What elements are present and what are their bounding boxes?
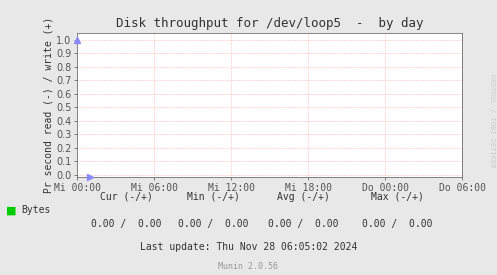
- Text: 0.00 /  0.00: 0.00 / 0.00: [362, 219, 433, 229]
- Title: Disk throughput for /dev/loop5  -  by day: Disk throughput for /dev/loop5 - by day: [116, 17, 423, 31]
- Text: Avg (-/+): Avg (-/+): [277, 192, 330, 202]
- Text: ■: ■: [6, 205, 16, 215]
- Text: 0.00 /  0.00: 0.00 / 0.00: [91, 219, 162, 229]
- Text: Bytes: Bytes: [21, 205, 50, 215]
- Text: Max (-/+): Max (-/+): [371, 192, 424, 202]
- Text: Min (-/+): Min (-/+): [187, 192, 240, 202]
- Text: 0.00 /  0.00: 0.00 / 0.00: [268, 219, 338, 229]
- Text: 0.00 /  0.00: 0.00 / 0.00: [178, 219, 249, 229]
- Text: Cur (-/+): Cur (-/+): [100, 192, 153, 202]
- Text: RRDTOOL / TOBI OETIKER: RRDTOOL / TOBI OETIKER: [489, 74, 495, 168]
- Text: Last update: Thu Nov 28 06:05:02 2024: Last update: Thu Nov 28 06:05:02 2024: [140, 243, 357, 252]
- Text: Munin 2.0.56: Munin 2.0.56: [219, 262, 278, 271]
- Y-axis label: Pr second read (-) / write (+): Pr second read (-) / write (+): [43, 17, 53, 193]
